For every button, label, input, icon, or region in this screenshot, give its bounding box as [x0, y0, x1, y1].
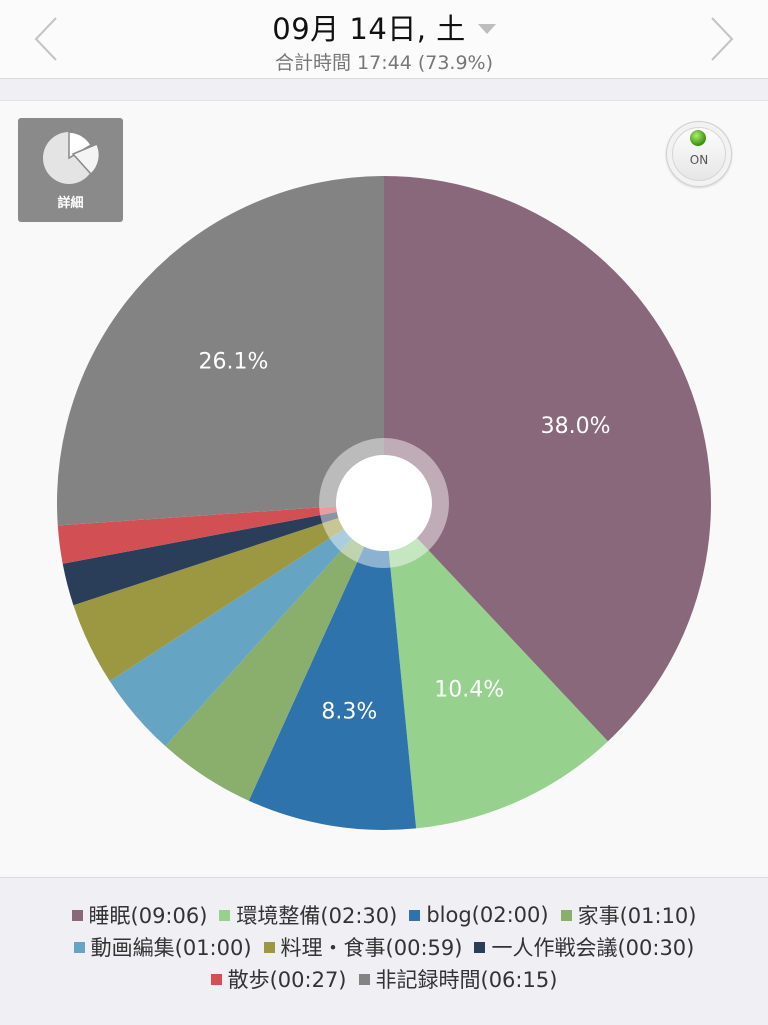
- legend-item: blog(02:00): [409, 903, 549, 927]
- legend-item: 非記録時間(06:15): [358, 964, 558, 994]
- slice-percent-label: 10.4%: [434, 678, 504, 703]
- pie-slice[interactable]: [384, 176, 712, 742]
- legend-label: 料理・食事(00:59): [280, 936, 463, 960]
- date-title: 09月 14日, 土: [272, 12, 466, 46]
- next-day-button[interactable]: [702, 14, 742, 64]
- slice-percent-label: 26.1%: [198, 349, 268, 374]
- detail-button[interactable]: 詳細: [18, 118, 123, 222]
- legend: 睡眠(09:06) 環境整備(02:30) blog(02:00) 家事(01:10)…: [0, 877, 768, 1025]
- pie-chart: 38.0% 10.4% 8.3% 26.1%: [57, 176, 712, 830]
- legend-label: 家事(01:10): [577, 904, 697, 928]
- pie-slice[interactable]: [165, 503, 384, 801]
- legend-item: 一人作戦会議(00:30): [474, 932, 694, 962]
- legend-swatch: [409, 909, 421, 921]
- legend-item: 環境整備(02:30): [219, 900, 397, 930]
- legend-label: 散歩(00:27): [227, 968, 347, 992]
- pie-slice[interactable]: [248, 503, 417, 830]
- pie-slice[interactable]: [57, 503, 385, 564]
- date-header: 09月 14日, 土 合計時間 17:44 (73.9%): [0, 0, 768, 79]
- legend-item: 動画編集(01:00): [73, 932, 252, 962]
- legend-item: 睡眠(09:06): [71, 900, 208, 930]
- pie-slice[interactable]: [384, 503, 608, 829]
- legend-label: 動画編集(01:00): [90, 936, 252, 960]
- pie-slice[interactable]: [73, 503, 384, 682]
- pie-slice[interactable]: [109, 503, 384, 747]
- legend-swatch: [358, 973, 370, 985]
- legend-swatch: [560, 909, 572, 921]
- legend-swatch: [210, 973, 222, 985]
- legend-label: blog(02:00): [426, 903, 549, 927]
- chevron-left-icon: [34, 17, 57, 61]
- legend-swatch: [474, 941, 486, 953]
- on-toggle[interactable]: ON: [666, 121, 732, 187]
- pie-chart-icon: [43, 131, 101, 184]
- legend-item: 料理・食事(00:59): [263, 932, 463, 962]
- legend-item: 散歩(00:27): [210, 964, 347, 994]
- pie-slice[interactable]: [62, 503, 385, 606]
- detail-label: 詳細: [57, 196, 84, 211]
- legend-swatch: [263, 941, 275, 953]
- chevron-right-icon: [711, 17, 734, 61]
- slice-percent-label: 8.3%: [321, 700, 377, 725]
- pie-slice[interactable]: [57, 176, 384, 526]
- date-selector[interactable]: 09月 14日, 土: [0, 6, 768, 48]
- legend-swatch: [71, 909, 83, 921]
- slice-percent-label: 38.0%: [541, 414, 611, 439]
- legend-row: 散歩(00:27) 非記録時間(06:15): [0, 963, 768, 995]
- legend-label: 一人作戦会議(00:30): [491, 936, 695, 960]
- header-separator: [0, 79, 768, 101]
- legend-label: 非記録時間(06:15): [375, 968, 558, 992]
- legend-swatch: [73, 941, 85, 953]
- center-hole: [336, 455, 432, 551]
- legend-row: 睡眠(09:06) 環境整備(02:30) blog(02:00) 家事(01:10): [0, 899, 768, 931]
- caret-down-icon: [477, 7, 496, 41]
- legend-item: 家事(01:10): [560, 900, 697, 930]
- legend-swatch: [219, 909, 231, 921]
- power-led-icon: [690, 130, 706, 146]
- legend-label: 環境整備(02:30): [236, 904, 398, 928]
- on-label: ON: [689, 153, 709, 167]
- prev-day-button[interactable]: [26, 14, 66, 64]
- legend-row: 動画編集(01:00) 料理・食事(00:59) 一人作戦会議(00:30): [0, 931, 768, 963]
- legend-label: 睡眠(09:06): [88, 904, 208, 928]
- total-time: 合計時間 17:44 (73.9%): [274, 52, 494, 74]
